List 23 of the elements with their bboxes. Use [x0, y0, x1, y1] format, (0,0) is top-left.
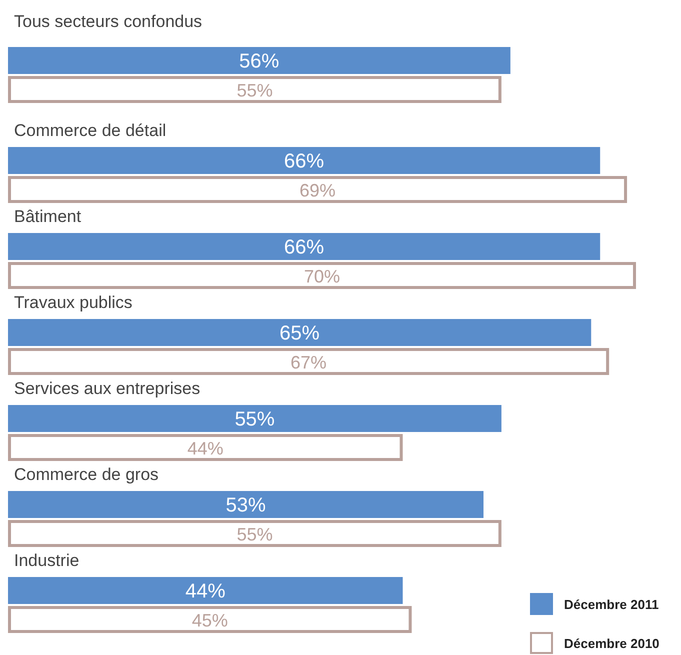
data-label: 44% [185, 580, 226, 602]
y-tick-label: Tous secteurs confondus [14, 12, 202, 31]
data-label: 66% [284, 236, 324, 258]
data-label: 67% [290, 352, 327, 372]
data-label: 70% [304, 266, 340, 286]
data-label: 55% [236, 524, 273, 544]
legend-label: Décembre 2010 [564, 636, 660, 651]
data-label: 65% [280, 322, 320, 344]
data-label: 56% [239, 50, 280, 72]
y-tick-label: Travaux publics [14, 293, 132, 312]
y-tick-label: Commerce de gros [14, 465, 159, 484]
data-label: 44% [187, 438, 224, 458]
legend-label: Décembre 2011 [564, 597, 659, 612]
y-tick-label: Commerce de détail [14, 121, 166, 140]
data-label: 55% [234, 408, 275, 430]
data-label: 45% [192, 610, 228, 630]
y-tick-label: Bâtiment [14, 207, 82, 226]
y-tick-label: Industrie [14, 551, 80, 570]
data-label: 53% [226, 494, 266, 516]
data-label: 69% [300, 180, 336, 200]
data-label: 55% [236, 80, 273, 100]
data-label: 66% [284, 150, 324, 172]
y-tick-label: Services aux entreprises [14, 379, 200, 398]
